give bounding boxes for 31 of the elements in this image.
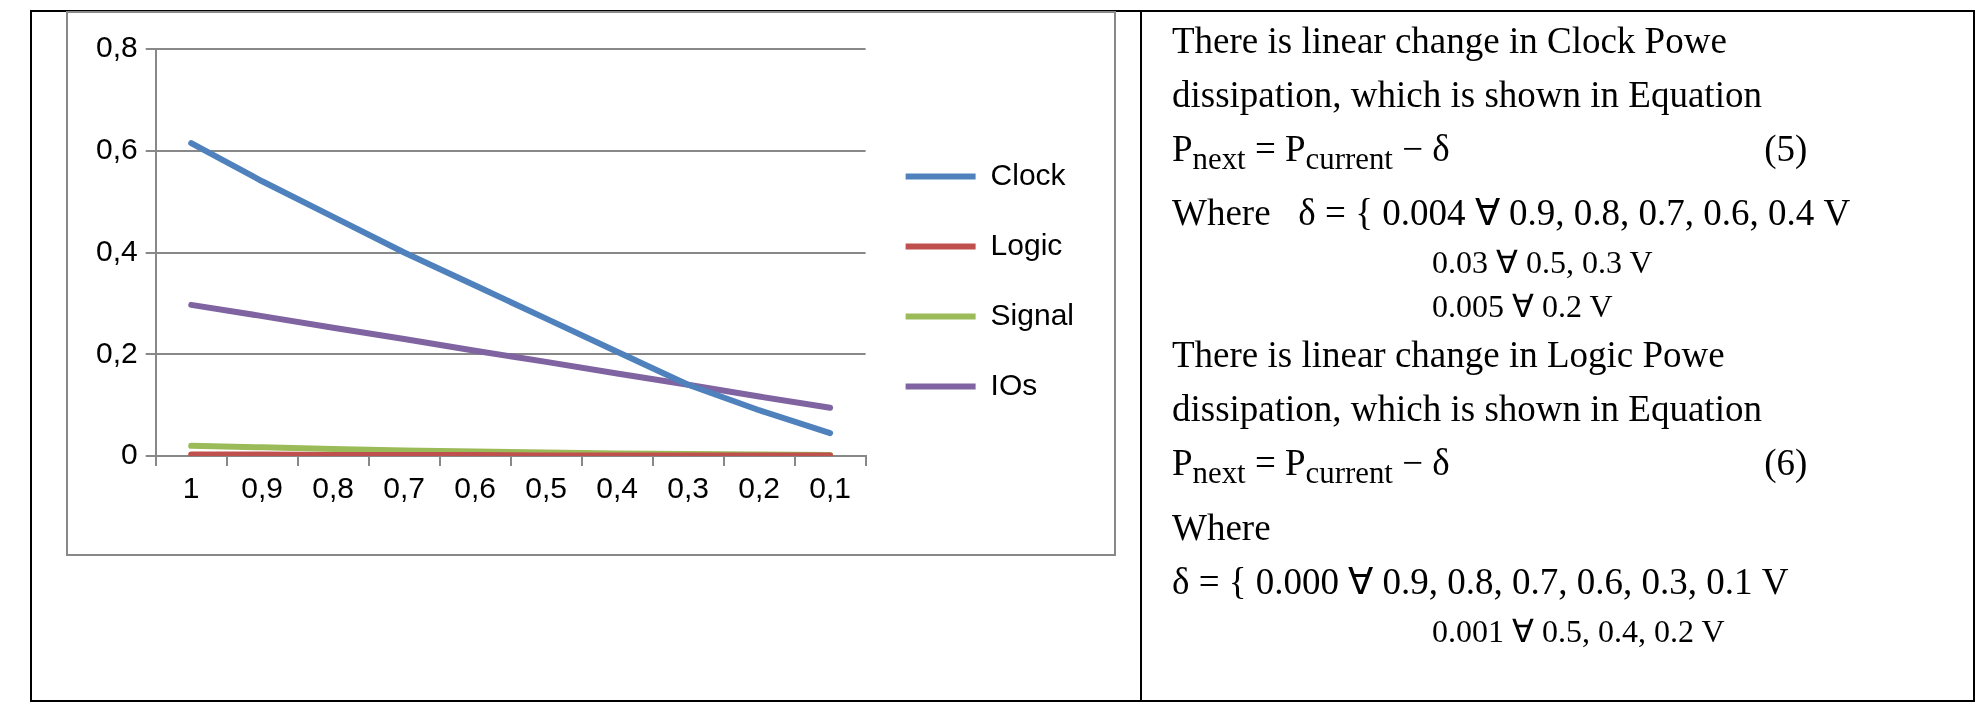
y-tick-label: 0,4 bbox=[95, 233, 138, 267]
text: dissipation, which is shown in Equation bbox=[1172, 73, 1763, 117]
x-tick-label: 0,3 bbox=[667, 471, 709, 505]
legend-label: Logic bbox=[990, 227, 1063, 261]
x-tick-label: 1 bbox=[182, 471, 200, 505]
x-tick-label: 0,2 bbox=[738, 471, 780, 505]
y-tick-label: 0,2 bbox=[95, 335, 138, 369]
x-tick-label: 0,7 bbox=[383, 471, 426, 505]
text: P$_{next}$ = P$_{current}$ − δ (6) bbox=[1172, 441, 1809, 493]
x-tick-label: 0,8 bbox=[312, 471, 355, 505]
text: P$_{next}$ = P$_{current}$ − δ (5) bbox=[1172, 127, 1809, 179]
x-tick-label: 0,9 bbox=[241, 471, 284, 505]
text: δ = { 0.000 ∀ 0.9, 0.8, 0.7, 0.6, 0.3, 0.1 V bbox=[1172, 559, 1790, 604]
text: dissipation, which is shown in Equation bbox=[1172, 387, 1763, 432]
text: Where bbox=[1172, 505, 1272, 550]
y-tick-label: 0,8 bbox=[95, 30, 138, 64]
text: There is linear change in Logic Powe bbox=[1172, 333, 1726, 378]
text: There is linear change in Clock Powe bbox=[1172, 19, 1728, 63]
y-tick-label: 0,6 bbox=[95, 132, 138, 166]
text: 0.03 ∀ 0.5, 0.3 V bbox=[1431, 243, 1654, 283]
x-tick-label: 0,1 bbox=[809, 471, 851, 505]
legend-label: Clock bbox=[990, 157, 1067, 191]
legend-label: IOs bbox=[990, 367, 1038, 401]
text: 0.005 ∀ 0.2 V bbox=[1431, 287, 1614, 327]
text: 0.001 ∀ 0.5, 0.4, 0.2 V bbox=[1431, 611, 1726, 651]
x-tick-label: 0,4 bbox=[596, 471, 638, 505]
x-tick-label: 0,5 bbox=[525, 471, 568, 505]
text: Where δ = { 0.004 ∀ 0.9, 0.8, 0.7, 0.6, 0.4 V bbox=[1172, 191, 1852, 236]
legend-label: Signal bbox=[990, 297, 1075, 331]
x-tick-label: 0,6 bbox=[454, 471, 497, 505]
y-tick-label: 0 bbox=[121, 437, 138, 471]
